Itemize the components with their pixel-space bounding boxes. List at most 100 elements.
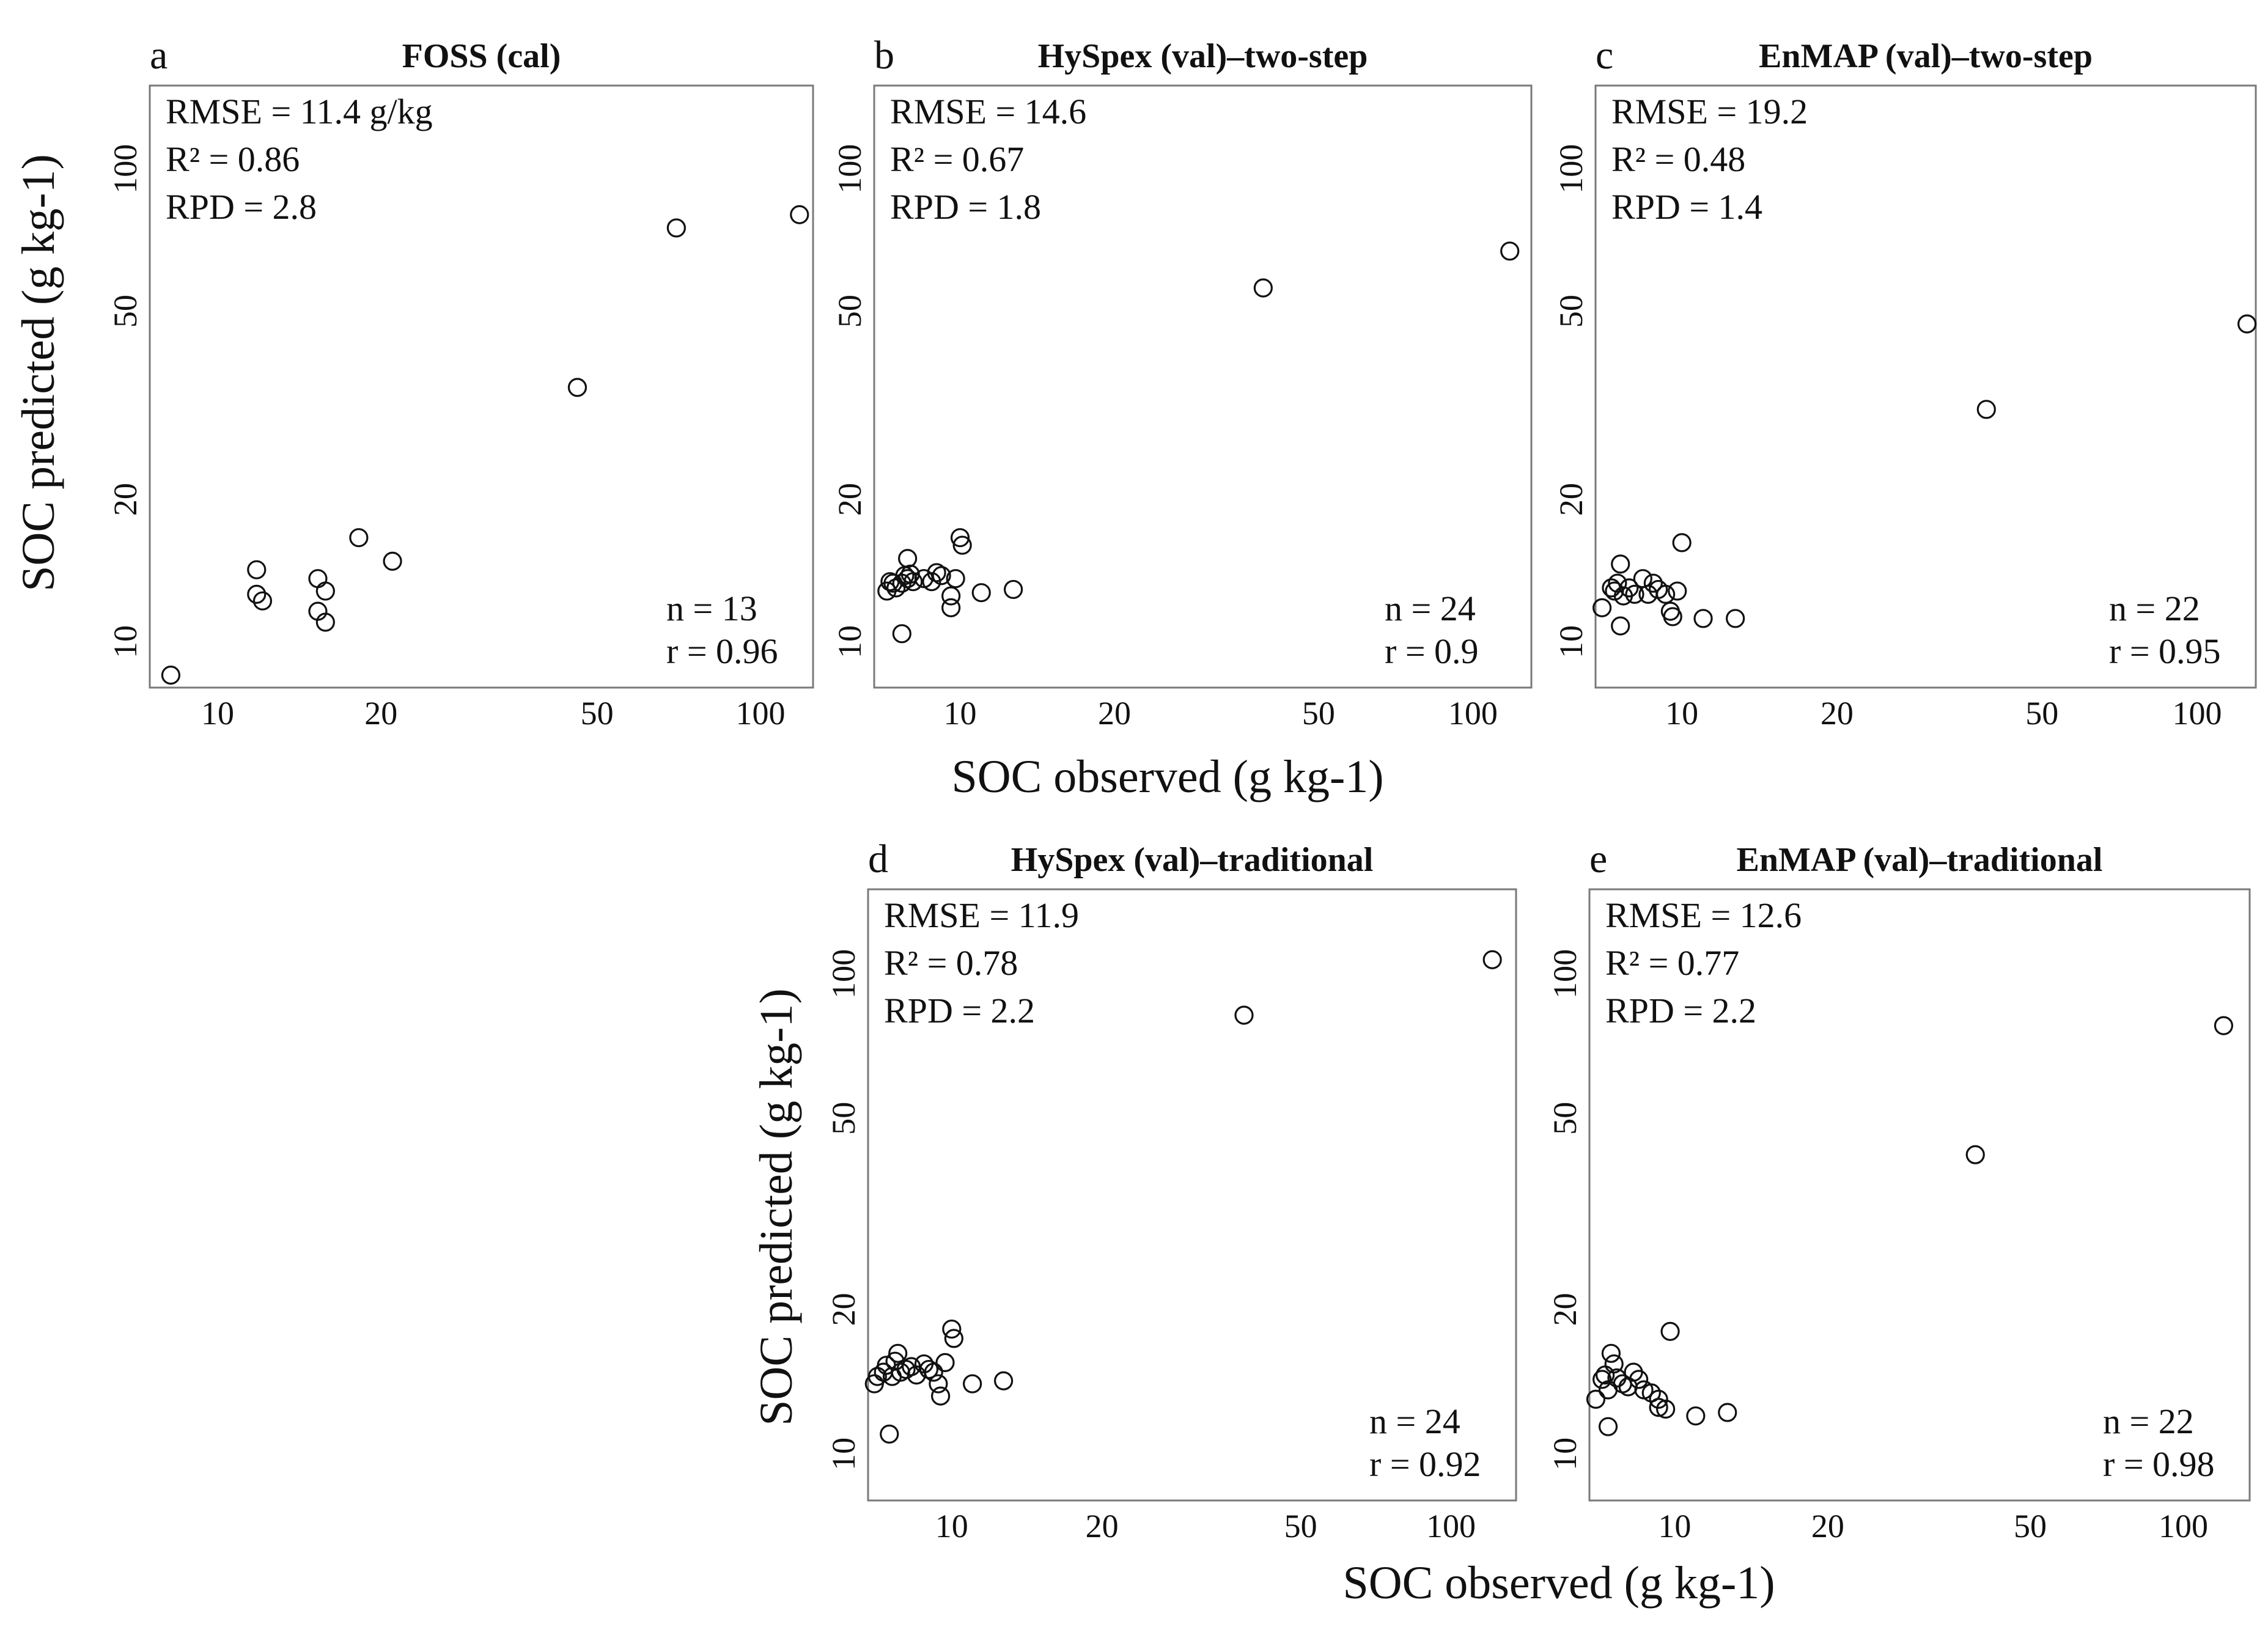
data-point	[1003, 579, 1023, 600]
data-point	[349, 528, 369, 548]
stat-label: RPD = 1.4	[1611, 187, 1762, 227]
stat-label: RPD = 2.8	[166, 187, 317, 227]
x-axis-label-bottom: SOC observed (g kg-1)	[1342, 1557, 1775, 1609]
data-point	[941, 598, 961, 617]
data-point	[1234, 1005, 1254, 1025]
x-tick-label: 100	[2172, 695, 2222, 732]
panel-letter: b	[874, 33, 894, 78]
panel-letter: c	[1596, 33, 1613, 78]
data-point	[1693, 609, 1713, 628]
stat-label: R² = 0.48	[1611, 139, 1745, 179]
summary-label: n = 22	[2103, 1401, 2194, 1441]
data-point	[888, 1343, 908, 1363]
stat-label: R² = 0.77	[1605, 943, 1739, 983]
x-tick-label: 100	[2159, 1508, 2208, 1544]
x-tick-label: 50	[1284, 1508, 1317, 1544]
data-point	[1253, 278, 1273, 298]
data-point	[1601, 1343, 1621, 1363]
data-point	[931, 1386, 951, 1406]
data-point	[1668, 581, 1687, 601]
data-point	[790, 205, 809, 224]
data-point	[929, 1374, 948, 1394]
data-point	[1598, 1417, 1618, 1436]
data-point	[2237, 314, 2257, 334]
y-tick-label: 50	[107, 295, 144, 328]
panel-letter: e	[1589, 837, 1607, 881]
stat-label: RMSE = 11.9	[884, 895, 1079, 935]
summary-label: r = 0.98	[2103, 1444, 2215, 1484]
panel-title: EnMAP (val)–traditional	[1737, 841, 2103, 879]
data-point	[161, 666, 181, 685]
panel-title: EnMAP (val)–two-step	[1759, 37, 2093, 75]
data-point	[1672, 533, 1692, 553]
data-point	[952, 535, 972, 555]
data-point	[919, 1359, 939, 1379]
data-point	[971, 583, 991, 603]
panel-title: HySpex (val)–traditional	[1011, 841, 1374, 879]
summary-label: r = 0.95	[2109, 631, 2221, 671]
data-point	[880, 1424, 899, 1444]
x-tick-label: 100	[1448, 695, 1498, 732]
stat-label: RMSE = 14.6	[890, 92, 1086, 131]
data-point	[1500, 241, 1520, 261]
y-tick-label: 50	[1547, 1102, 1583, 1135]
data-point	[944, 1329, 963, 1348]
data-point	[1686, 1406, 1706, 1426]
data-point	[1619, 578, 1639, 598]
y-tick-label: 50	[831, 295, 868, 328]
x-tick-label: 10	[1665, 695, 1698, 732]
y-tick-label: 100	[1547, 949, 1583, 999]
x-tick-label: 20	[1811, 1508, 1844, 1544]
data-point	[1976, 400, 1996, 419]
data-point	[567, 378, 587, 397]
y-tick-label: 50	[825, 1102, 862, 1135]
stat-label: RPD = 1.8	[890, 187, 1041, 227]
data-point	[315, 581, 335, 601]
data-point	[993, 1371, 1014, 1390]
x-tick-label: 50	[581, 695, 614, 732]
y-tick-label: 20	[825, 1293, 862, 1326]
y-tick-label: 10	[831, 625, 868, 658]
data-point	[315, 612, 335, 632]
x-tick-label: 20	[1086, 1508, 1119, 1544]
summary-label: n = 24	[1385, 589, 1476, 628]
data-point	[892, 624, 911, 644]
data-point	[1656, 1399, 1676, 1419]
x-tick-label: 20	[1821, 695, 1854, 732]
data-point	[1611, 554, 1630, 574]
y-axis-label-top: SOC predicted (g kg-1)	[13, 154, 64, 592]
data-point	[1592, 1370, 1612, 1389]
data-point	[1643, 573, 1663, 593]
data-point	[1660, 1321, 1680, 1341]
x-tick-label: 50	[1302, 695, 1335, 732]
data-point	[1649, 1398, 1668, 1417]
x-tick-label: 100	[1426, 1508, 1476, 1544]
panel-c: 10 20 50 100 10 20 50 100 c EnMAP (val)–two-step R…	[1553, 33, 2257, 732]
data-point	[1965, 1145, 1985, 1164]
data-point	[932, 566, 951, 586]
y-tick-label: 20	[1553, 483, 1589, 516]
summary-label: r = 0.96	[666, 631, 778, 671]
data-point	[1586, 1389, 1606, 1409]
x-tick-label: 10	[944, 695, 977, 732]
y-tick-label: 10	[1553, 625, 1589, 658]
stat-label: RMSE = 12.6	[1605, 895, 1802, 935]
y-tick-label: 100	[825, 949, 862, 999]
data-point	[941, 586, 961, 606]
y-tick-label: 100	[831, 144, 868, 194]
y-axis-label-bottom: SOC predicted (g kg-1)	[751, 988, 802, 1426]
data-point	[1625, 584, 1644, 604]
plot-frame	[873, 84, 1533, 689]
data-point	[1608, 573, 1627, 593]
data-point	[1482, 950, 1502, 969]
y-tick-label: 20	[831, 483, 868, 516]
data-point	[247, 584, 267, 604]
plot-frame	[1594, 84, 2257, 689]
x-tick-label: 20	[364, 695, 397, 732]
panel-b: 10 20 50 100 10 20 50 100 b HySpex (val)–two-step…	[831, 33, 1533, 732]
y-tick-label: 20	[107, 483, 144, 516]
stat-label: RMSE = 11.4 g/kg	[166, 92, 433, 131]
y-tick-label: 10	[107, 625, 144, 658]
y-tick-label: 50	[1553, 295, 1589, 328]
